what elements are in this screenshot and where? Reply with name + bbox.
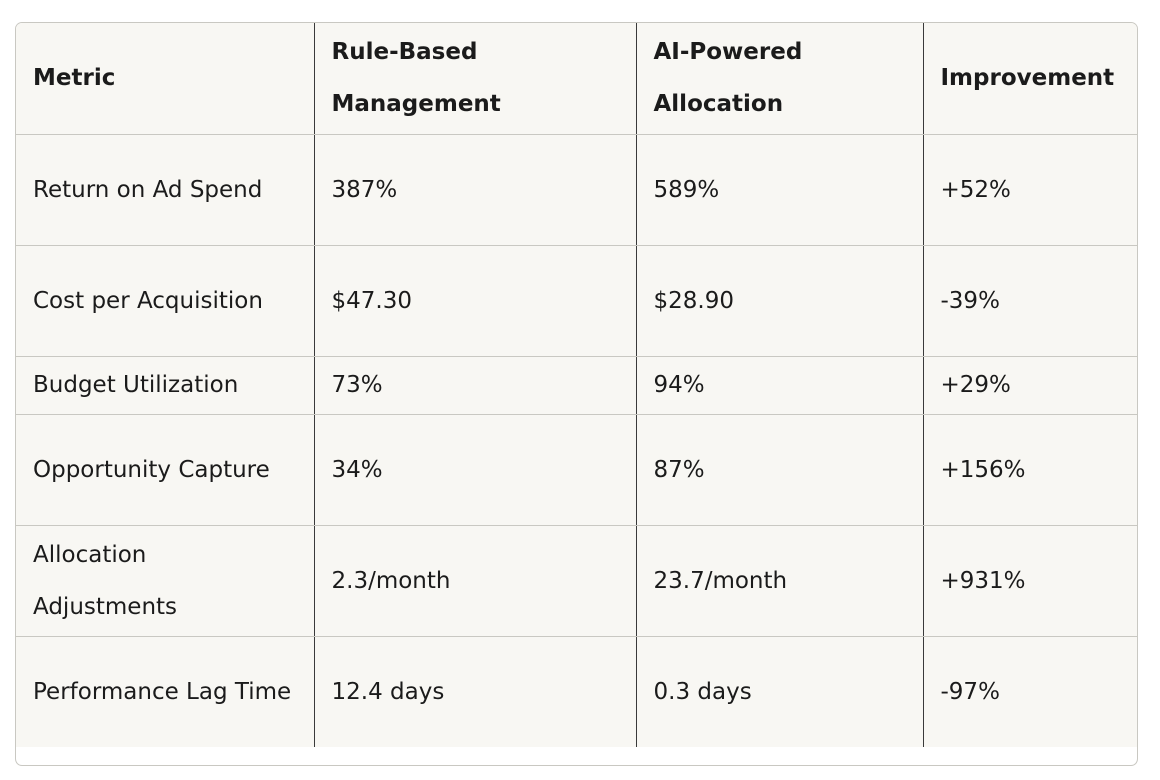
- improvement-cell: +52%: [923, 134, 1137, 246]
- improvement-cell: -39%: [923, 245, 1137, 357]
- rule-based-cell: 34%: [314, 414, 637, 526]
- metric-cell: Allocation Adjustments: [16, 525, 315, 637]
- metric-cell: Opportunity Capture: [16, 414, 315, 526]
- table-row: Opportunity Capture 34% 87% +156%: [16, 414, 1137, 526]
- improvement-cell: -97%: [940, 678, 1000, 705]
- rule-based-cell: $47.30: [314, 245, 637, 357]
- metric-cell: Cost per Acquisition: [16, 245, 315, 357]
- table-row: Budget Utilization 73% 94% +29%: [16, 356, 1137, 415]
- header-rule-based-management: Rule-Based Management: [314, 23, 637, 135]
- metric-cell: Performance Lag Time: [16, 636, 315, 747]
- header-ai-powered-allocation: AI-Powered Allocation: [636, 23, 924, 135]
- improvement-cell: +156%: [923, 414, 1137, 526]
- rule-based-cell: 387%: [314, 134, 637, 246]
- table-header-row: Metric Rule-Based Management AI-Powered …: [16, 23, 1137, 135]
- ai-powered-cell: 0.3 days: [636, 636, 924, 747]
- table-row: Cost per Acquisition $47.30 $28.90 -39%: [16, 245, 1137, 357]
- improvement-cell: +29%: [923, 356, 1137, 415]
- header-improvement: Improvement: [923, 23, 1137, 135]
- comparison-table: Metric Rule-Based Management AI-Powered …: [16, 23, 1137, 747]
- metric-cell: Budget Utilization: [16, 356, 315, 415]
- ai-powered-cell: $28.90: [636, 245, 924, 357]
- ai-powered-cell: 23.7/month: [636, 525, 924, 637]
- ai-powered-cell: 589%: [636, 134, 924, 246]
- metric-cell: Return on Ad Spend: [16, 134, 315, 246]
- table-row: Return on Ad Spend 387% 589% +52%: [16, 134, 1137, 246]
- comparison-table-card: Metric Rule-Based Management AI-Powered …: [15, 22, 1138, 766]
- header-metric: Metric: [16, 23, 315, 135]
- table-row: Allocation Adjustments 2.3/month 23.7/mo…: [16, 525, 1137, 637]
- ai-powered-cell: 87%: [636, 414, 924, 526]
- ai-powered-cell: 94%: [636, 356, 924, 415]
- rule-based-cell: 2.3/month: [314, 525, 637, 637]
- rule-based-cell: 12.4 days: [314, 636, 637, 747]
- rule-based-cell: 73%: [314, 356, 637, 415]
- improvement-cell: +931%: [923, 525, 1137, 637]
- table-row: Performance Lag Time 12.4 days 0.3 days …: [16, 636, 1137, 747]
